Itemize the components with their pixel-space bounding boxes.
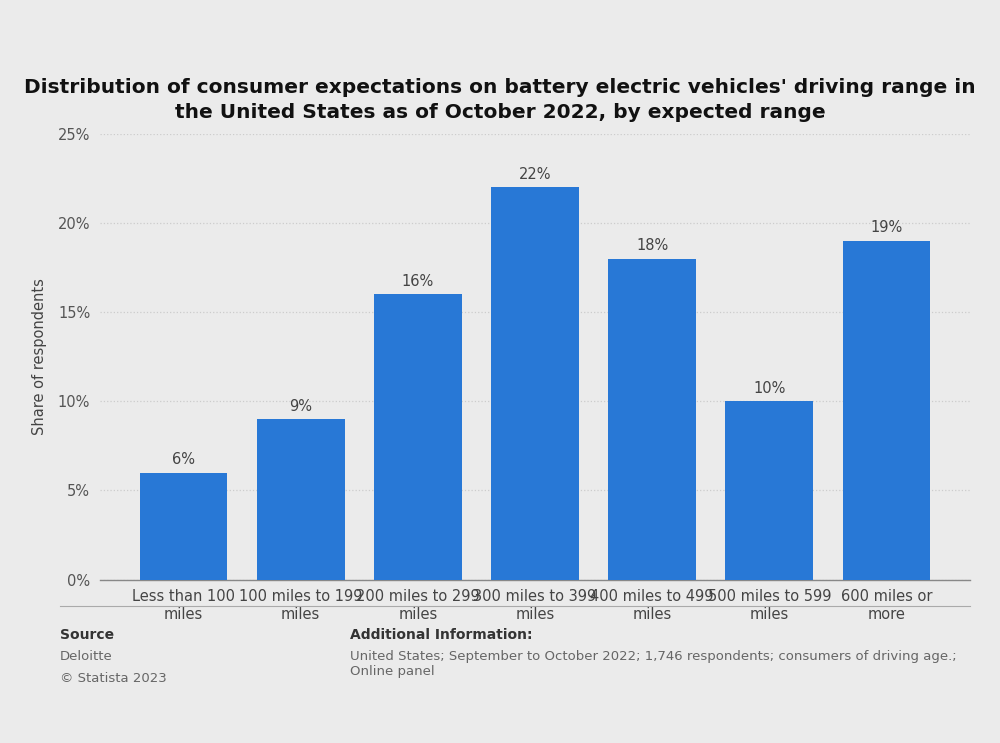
Text: Deloitte: Deloitte bbox=[60, 650, 113, 663]
Y-axis label: Share of respondents: Share of respondents bbox=[32, 278, 47, 435]
Text: © Statista 2023: © Statista 2023 bbox=[60, 672, 167, 685]
Text: 19%: 19% bbox=[870, 221, 903, 236]
Text: 16%: 16% bbox=[402, 274, 434, 289]
Bar bbox=[257, 419, 345, 580]
Text: Additional Information:: Additional Information: bbox=[350, 628, 532, 642]
Text: United States; September to October 2022; 1,746 respondents; consumers of drivin: United States; September to October 2022… bbox=[350, 650, 957, 678]
Bar bbox=[608, 259, 696, 580]
Text: 10%: 10% bbox=[753, 381, 786, 396]
Text: Source: Source bbox=[60, 628, 114, 642]
Bar bbox=[374, 294, 462, 580]
Text: 9%: 9% bbox=[289, 399, 312, 414]
Text: 18%: 18% bbox=[636, 239, 668, 253]
Text: Distribution of consumer expectations on battery electric vehicles' driving rang: Distribution of consumer expectations on… bbox=[24, 78, 976, 123]
Bar bbox=[843, 241, 930, 580]
Bar bbox=[725, 401, 813, 580]
Text: 6%: 6% bbox=[172, 452, 195, 467]
Text: 22%: 22% bbox=[519, 167, 551, 182]
Bar bbox=[491, 187, 579, 580]
Bar bbox=[140, 473, 227, 580]
